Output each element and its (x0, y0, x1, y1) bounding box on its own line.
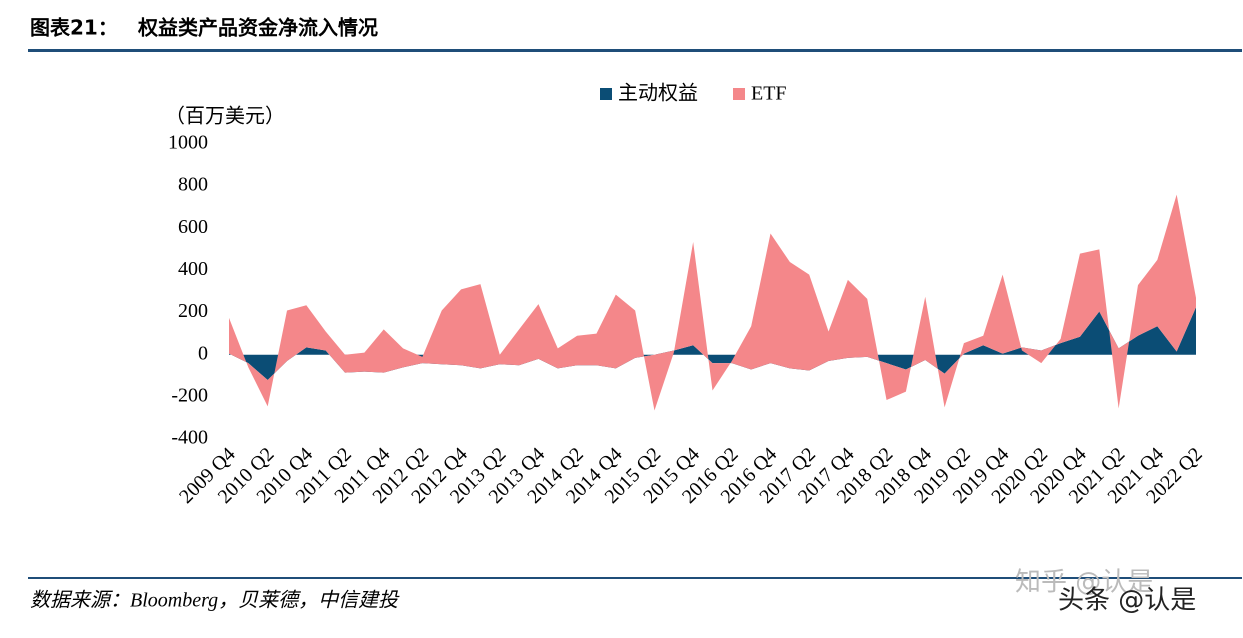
legend-label: 主动权益 (618, 82, 698, 105)
title-label: 图表21： (30, 16, 118, 40)
watermark: 头条 @认是 (1058, 586, 1196, 616)
y-tick-label: 400 (178, 258, 208, 280)
y-tick-label: -200 (171, 384, 208, 406)
legend-swatch (733, 88, 745, 100)
area (229, 194, 1196, 411)
footer-rule (28, 577, 1242, 579)
y-unit-label: （百万美元） (165, 105, 285, 128)
legend-label: ETF (751, 83, 787, 105)
y-tick-label: 1000 (168, 132, 208, 154)
y-tick-label: -400 (171, 427, 208, 449)
y-tick-label: 0 (198, 342, 208, 364)
chart-title: 权益类产品资金净流入情况 (137, 16, 378, 40)
y-tick-label: 800 (178, 174, 208, 196)
header-rule (28, 49, 1242, 52)
y-tick-label: 600 (178, 216, 208, 238)
source-note: 数据来源：Bloomberg，贝莱德，中信建投 (30, 590, 400, 612)
legend-swatch (600, 88, 612, 100)
y-tick-label: 200 (178, 300, 208, 322)
watermark: 知乎 @认是 (1015, 568, 1153, 598)
